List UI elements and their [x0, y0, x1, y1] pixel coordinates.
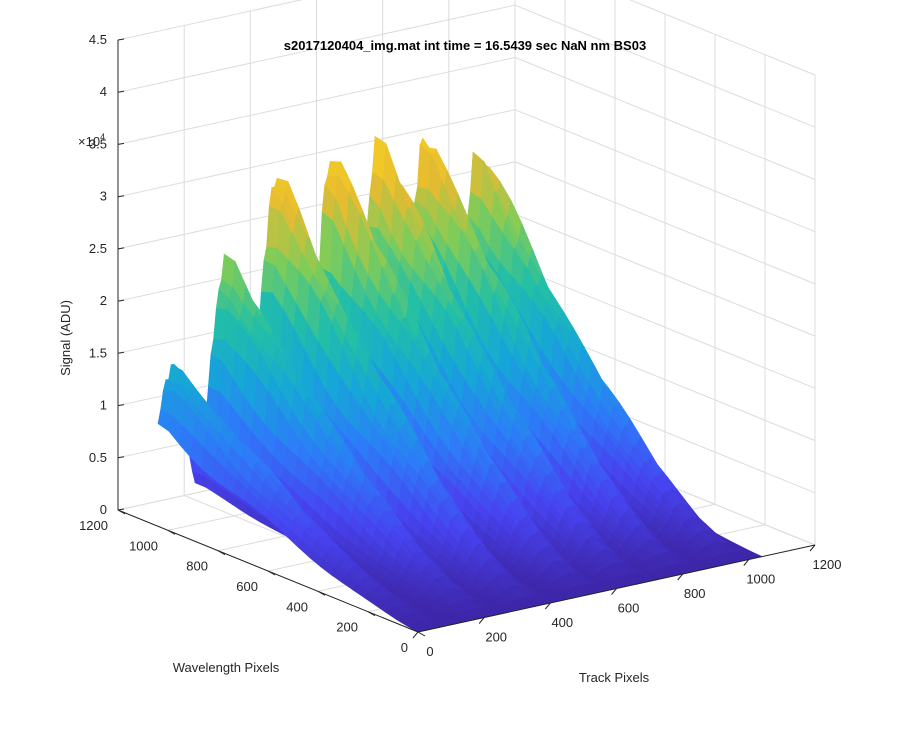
x-axis-label: Track Pixels: [579, 670, 650, 685]
x-tick-label: 0: [426, 644, 433, 659]
grid-line-z-right: [514, 265, 816, 389]
x-tick-mark: [544, 602, 551, 610]
y-tick-mark: [417, 631, 426, 637]
grid-line-z-right: [514, 109, 816, 233]
z-tick-label: 1.5: [89, 345, 107, 360]
z-tick-mark: [117, 38, 125, 41]
grid-line-z-right: [514, 4, 816, 128]
y-tick-label: 0: [401, 640, 408, 655]
grid-line-z-right: [514, 213, 816, 337]
z-axis-label: Signal (ADU): [58, 300, 73, 376]
x-tick-mark: [478, 617, 485, 624]
y-tick-mark: [267, 570, 276, 576]
x-tick-label: 800: [684, 586, 706, 601]
axes: 0200400600800100012000200400600800100012…: [79, 32, 841, 659]
grid-line-z-back: [117, 109, 516, 198]
z-tick-mark: [117, 351, 125, 354]
x-tick-label: 400: [551, 615, 573, 630]
z-tick-mark: [117, 404, 125, 407]
y-tick-label: 1200: [79, 518, 108, 533]
z-tick-label: 3.5: [89, 136, 107, 151]
z-exponent-label: ×104: [78, 132, 105, 149]
z-tick-label: 4: [100, 84, 107, 99]
x-tick-label: 1000: [746, 572, 775, 587]
z-tick-label: 2.5: [89, 241, 107, 256]
z-tick-mark: [117, 508, 125, 511]
y-tick-mark: [167, 529, 176, 535]
z-tick-mark: [117, 142, 125, 145]
y-tick-label: 600: [236, 579, 258, 594]
y-tick-mark: [367, 611, 376, 617]
z-tick-mark: [117, 456, 125, 459]
y-tick-label: 1000: [129, 538, 158, 553]
grid-line-z-right: [514, 56, 816, 180]
grid-line-z-back: [117, 4, 516, 93]
x-tick-mark: [809, 544, 816, 552]
grid-line-z-right: [629, 0, 816, 76]
x-tick-label: 200: [485, 630, 507, 645]
z-tick-label: 0.5: [89, 450, 107, 465]
y-tick-label: 800: [186, 559, 208, 574]
x-tick-label: 1200: [813, 557, 842, 572]
z-tick-label: 3: [100, 189, 107, 204]
z-tick-label: 2: [100, 293, 107, 308]
y-tick-label: 400: [286, 599, 308, 614]
x-tick-mark: [611, 588, 617, 595]
z-tick-mark: [117, 90, 125, 93]
z-tick-label: 4.5: [89, 32, 107, 47]
z-tick-label: 0: [100, 502, 107, 517]
grid-line-z-right: [514, 161, 816, 285]
grid-line-z-back: [117, 56, 516, 145]
y-tick-label: 200: [336, 620, 358, 635]
chart-title: s2017120404_img.mat int time = 16.5439 s…: [284, 38, 646, 53]
z-tick-label: 1: [100, 398, 107, 413]
z-tick-mark: [117, 247, 125, 250]
grid-line-z-back: [117, 0, 303, 41]
z-tick-mark: [117, 195, 125, 198]
x-tick-label: 600: [618, 601, 640, 616]
y-tick-mark: [117, 509, 126, 515]
x-tick-mark: [677, 573, 684, 581]
y-tick-mark: [217, 550, 226, 556]
x-tick-mark: [743, 559, 750, 566]
y-axis-label: Wavelength Pixels: [173, 660, 280, 675]
y-tick-mark: [317, 590, 326, 596]
z-tick-mark: [117, 299, 125, 302]
x-tick-mark: [412, 631, 419, 639]
surface-plot: [157, 135, 764, 633]
